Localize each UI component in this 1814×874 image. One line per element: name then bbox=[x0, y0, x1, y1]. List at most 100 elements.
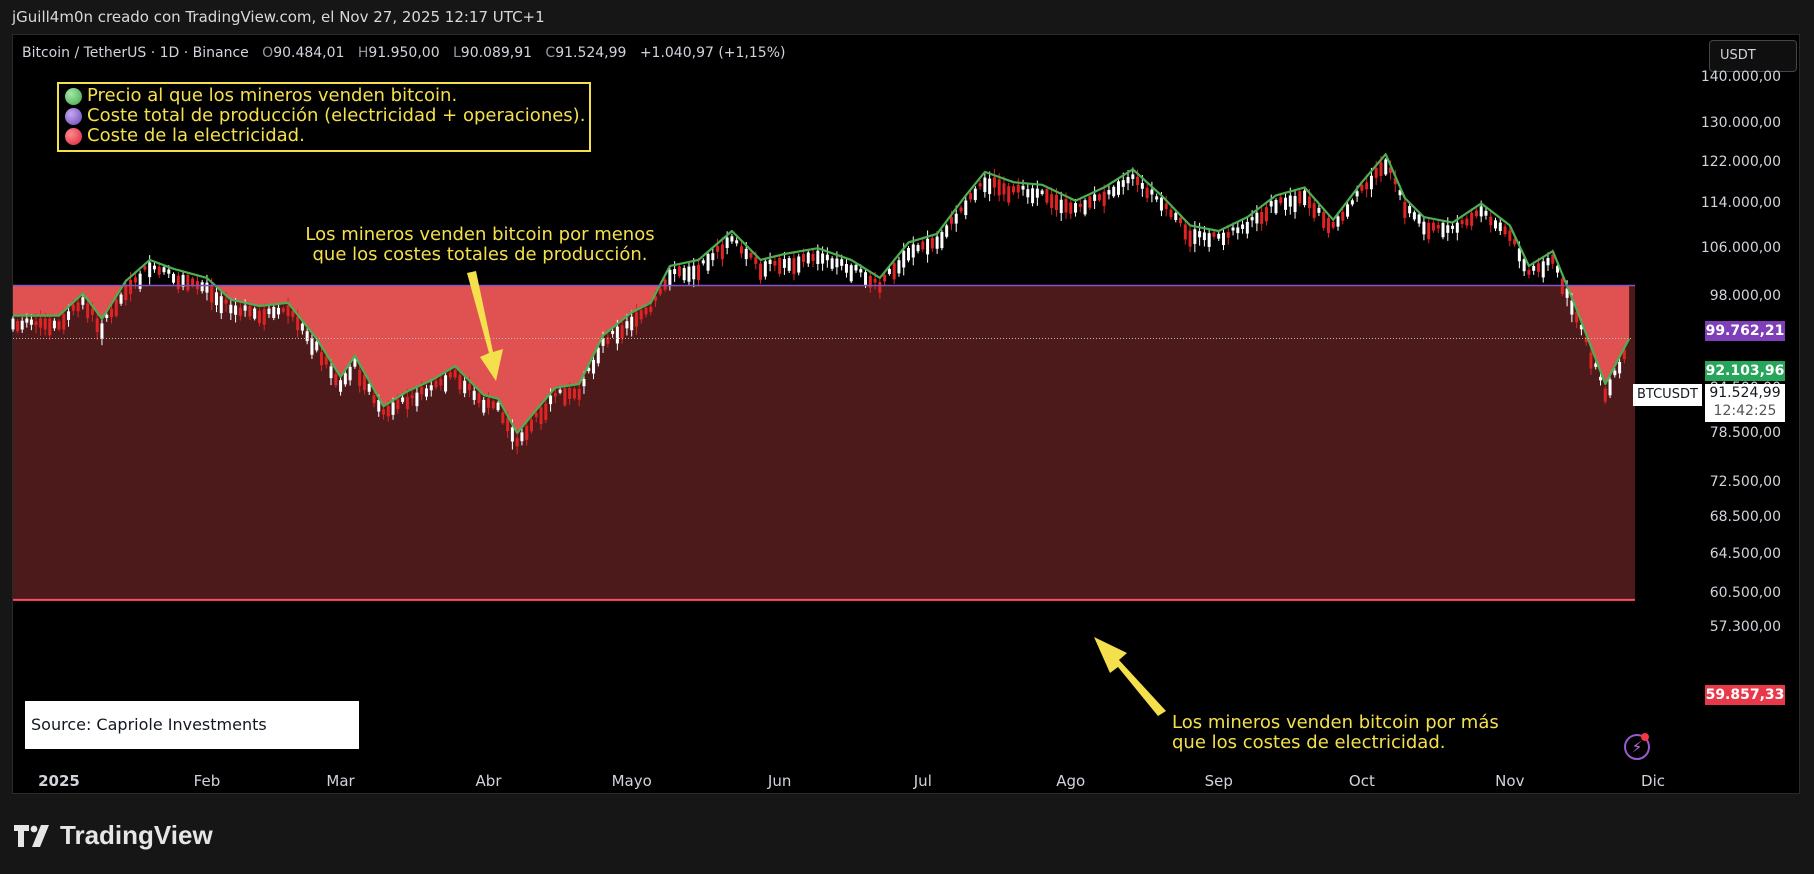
lightning-icon[interactable]: ⚡ bbox=[1624, 734, 1650, 760]
candle-body bbox=[1560, 278, 1564, 294]
y-tick-label: 78.500,00 bbox=[1709, 425, 1781, 441]
candle-body bbox=[90, 308, 94, 315]
candle-body bbox=[806, 252, 810, 264]
candle-body bbox=[1269, 201, 1273, 207]
candle-body bbox=[319, 352, 323, 366]
candle-body bbox=[167, 269, 171, 274]
candle-body bbox=[1221, 232, 1225, 246]
candle-body bbox=[601, 338, 605, 346]
candle-body bbox=[1064, 199, 1068, 213]
purple-dot-icon bbox=[65, 107, 82, 125]
y-tick-label: 114.000,00 bbox=[1700, 195, 1781, 212]
candle-body bbox=[420, 387, 424, 395]
production-cost-tag: 99.762,21 bbox=[1705, 321, 1785, 341]
candle-body bbox=[95, 318, 99, 333]
open-label: O bbox=[262, 45, 274, 61]
x-tick-label: Jul bbox=[913, 772, 932, 790]
candle-body bbox=[482, 399, 486, 413]
high-value: 91.950,00 bbox=[368, 45, 440, 61]
candle-body bbox=[1517, 248, 1521, 262]
candle-body bbox=[711, 253, 715, 261]
last-price-tag: 91.524,99 12:42:25 bbox=[1705, 384, 1785, 422]
notification-dot bbox=[1641, 733, 1649, 741]
legend-label: Coste de la electricidad. bbox=[87, 125, 305, 146]
candle-body bbox=[1231, 227, 1235, 231]
candle-body bbox=[329, 366, 333, 379]
candle-body bbox=[1312, 203, 1316, 218]
candle-body bbox=[1284, 197, 1288, 210]
candle-body bbox=[773, 260, 777, 266]
candle-body bbox=[802, 254, 806, 262]
candle-body bbox=[1546, 258, 1550, 266]
candle-body bbox=[763, 261, 767, 277]
candle-body bbox=[124, 284, 128, 301]
last-price-value: 91.524,99 bbox=[1709, 385, 1781, 401]
candle-body bbox=[1460, 220, 1464, 225]
x-tick-label: Nov bbox=[1495, 772, 1525, 790]
candle-body bbox=[1102, 191, 1106, 206]
candle-body bbox=[1116, 181, 1120, 195]
candle-body bbox=[191, 278, 195, 286]
candle-body bbox=[1140, 183, 1144, 189]
candle-body bbox=[587, 367, 591, 372]
candle-body bbox=[1145, 187, 1149, 199]
candle-body bbox=[16, 321, 20, 332]
candle-body bbox=[1011, 186, 1015, 193]
x-tick-label: Mayo bbox=[611, 772, 652, 790]
candle-body bbox=[1513, 239, 1517, 245]
candle-body bbox=[1451, 225, 1455, 229]
candle-body bbox=[1050, 194, 1054, 208]
candle-body bbox=[1489, 216, 1493, 226]
candle-body bbox=[1317, 207, 1321, 213]
candle-body bbox=[644, 307, 648, 315]
y-tick-label: 64.500,00 bbox=[1709, 545, 1781, 562]
candle-body bbox=[954, 213, 958, 224]
candle-body bbox=[377, 399, 381, 412]
electricity-cost-tag: 59.857,33 bbox=[1705, 685, 1785, 705]
candle-body bbox=[864, 272, 868, 286]
annotation-lower-line1: Los mineros venden bitcoin por más bbox=[1172, 712, 1499, 733]
candle-body bbox=[1422, 221, 1426, 235]
candle-body bbox=[1217, 233, 1221, 239]
symbol-tag: BTCUSDT bbox=[1633, 384, 1702, 406]
candle-body bbox=[1226, 232, 1230, 238]
candle-body bbox=[1264, 207, 1268, 222]
candle-body bbox=[639, 310, 643, 320]
candle-body bbox=[67, 311, 71, 320]
candle-body bbox=[34, 321, 38, 326]
x-tick-label: Feb bbox=[193, 772, 221, 790]
candle-body bbox=[1384, 159, 1388, 175]
candle-body bbox=[1431, 222, 1435, 231]
candle-body bbox=[1288, 195, 1292, 207]
candle-body bbox=[1112, 186, 1116, 197]
candle-body bbox=[48, 318, 52, 336]
candle-body bbox=[615, 326, 619, 344]
candle-body bbox=[162, 267, 166, 273]
candle-body bbox=[1188, 230, 1192, 247]
annotation-lower: Los mineros venden bitcoin por más que l… bbox=[1172, 713, 1572, 753]
candle-body bbox=[735, 240, 739, 244]
candle-body bbox=[902, 250, 906, 268]
candle-body bbox=[816, 250, 820, 265]
candle-body bbox=[477, 393, 481, 404]
candle-body bbox=[911, 244, 915, 258]
tradingview-wordmark: TradingView bbox=[60, 820, 213, 850]
candle-body bbox=[930, 237, 934, 249]
candle-body bbox=[1599, 376, 1603, 381]
candle-body bbox=[568, 387, 572, 399]
y-tick-label: 106.000,00 bbox=[1700, 240, 1781, 257]
candle-body bbox=[300, 323, 304, 331]
candle-body bbox=[401, 397, 405, 402]
candle-body bbox=[1212, 232, 1216, 237]
legend-label: Coste total de producción (electricidad … bbox=[87, 105, 586, 126]
candle-body bbox=[205, 282, 209, 293]
currency-button[interactable]: USDT bbox=[1709, 40, 1797, 72]
candle-body bbox=[682, 268, 686, 281]
candle-body bbox=[109, 308, 113, 318]
candle-body bbox=[152, 265, 156, 270]
candle-body bbox=[491, 401, 495, 409]
candle-body bbox=[343, 373, 347, 385]
candle-body bbox=[157, 266, 161, 275]
candle-body bbox=[1622, 349, 1626, 360]
